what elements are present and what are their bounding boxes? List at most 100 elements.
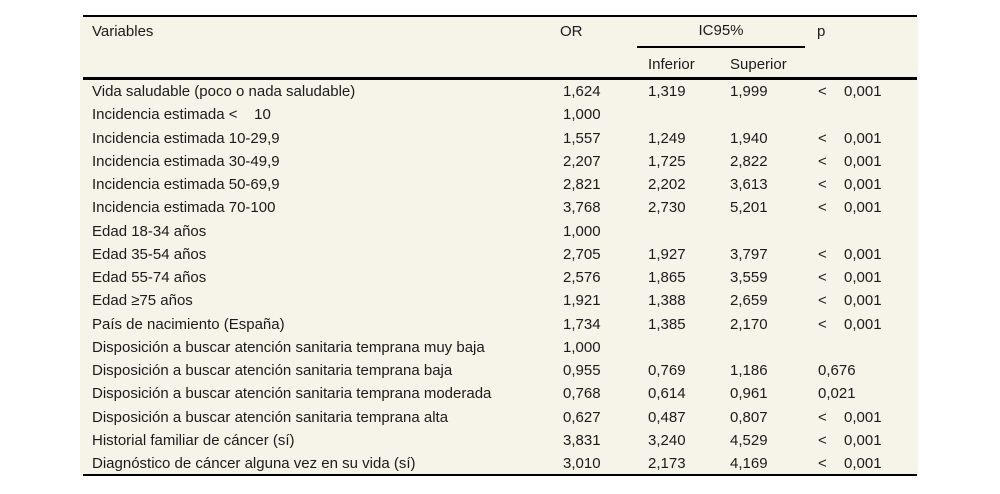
col-header-p: p	[817, 23, 826, 40]
bottom-rule	[83, 474, 917, 476]
p-less-than-sign: <	[818, 431, 827, 449]
p-value: 0,001	[844, 152, 882, 170]
p-value: 0,001	[844, 408, 882, 426]
ci-inferior-value: 3,240	[648, 431, 686, 449]
top-rule	[83, 15, 917, 17]
table-row: Incidencia estimada 10-29,9 1,557 1,249 …	[0, 127, 1000, 150]
p-value: 0,676	[818, 362, 856, 379]
p-cell: <0,001	[818, 127, 882, 150]
col-header-inferior: Inferior	[648, 56, 695, 73]
or-value: 0,768	[563, 385, 601, 403]
variable-label: Diagnóstico de cáncer alguna vez en su v…	[92, 455, 416, 472]
p-value: 0,001	[844, 245, 882, 263]
table-row: Diagnóstico de cáncer alguna vez en su v…	[0, 452, 1000, 475]
variable-label: Edad 55-74 años	[92, 269, 207, 286]
p-less-than-sign: <	[818, 315, 827, 333]
p-cell: <0,001	[818, 150, 882, 173]
or-value: 1,000	[563, 222, 601, 240]
col-header-superior: Superior	[730, 56, 787, 73]
table-row: Incidencia estimada 30-49,9 2,207 1,725 …	[0, 150, 1000, 173]
ci-inferior-value: 0,769	[648, 362, 686, 379]
ci-superior-value: 3,559	[730, 269, 768, 286]
ci-inferior-value: 1,249	[648, 129, 686, 147]
p-cell: <0,001	[818, 243, 882, 266]
col-header-or: OR	[560, 23, 583, 40]
or-value: 2,207	[563, 152, 601, 170]
p-cell: 0,676	[818, 359, 856, 382]
table-row: País de nacimiento (España) 1,734 1,385 …	[0, 313, 1000, 336]
p-cell: <0,001	[818, 289, 882, 312]
p-value: 0,001	[844, 199, 882, 217]
header-separator-rule	[83, 77, 917, 80]
variable-label: Incidencia estimada 30-49,9	[92, 152, 280, 170]
ci-inferior-value: 2,173	[648, 455, 686, 472]
p-value: 0,001	[844, 176, 882, 193]
ci-inferior-value: 0,487	[648, 408, 686, 426]
p-value: 0,001	[844, 455, 882, 472]
ci-superior-value: 2,822	[730, 152, 768, 170]
variable-label: Incidencia estimada 70-100	[92, 199, 276, 217]
variable-label: Incidencia estimada 50-69,9	[92, 176, 280, 193]
p-value: 0,001	[844, 269, 882, 286]
or-value: 1,624	[563, 83, 601, 100]
p-less-than-sign: <	[818, 129, 827, 147]
ci-inferior-value: 1,927	[648, 245, 686, 263]
or-value: 3,768	[563, 199, 601, 217]
ci-inferior-value: 1,388	[648, 292, 686, 310]
p-less-than-sign: <	[818, 408, 827, 426]
ci-superior-value: 5,201	[730, 199, 768, 217]
ci-superior-value: 4,169	[730, 455, 768, 472]
or-value: 1,000	[563, 106, 601, 124]
table-background-panel	[80, 16, 918, 476]
col-header-ic95: IC95%	[698, 22, 744, 39]
p-value: 0,001	[844, 83, 882, 100]
variable-label: Historial familiar de cáncer (sí)	[92, 431, 295, 449]
ci-superior-value: 3,613	[730, 176, 768, 193]
table-row: Edad 18-34 años 1,000	[0, 220, 1000, 243]
or-value: 3,010	[563, 455, 601, 472]
p-less-than-sign: <	[818, 199, 827, 217]
ci-inferior-value: 1,865	[648, 269, 686, 286]
p-value: 0,021	[818, 385, 856, 403]
or-value: 3,831	[563, 431, 601, 449]
p-less-than-sign: <	[818, 83, 827, 100]
or-value: 1,557	[563, 129, 601, 147]
table-row: Vida saludable (poco o nada saludable) 1…	[0, 80, 1000, 103]
or-value: 1,000	[563, 338, 601, 356]
ci-superior-value: 0,807	[730, 408, 768, 426]
p-cell: <0,001	[818, 80, 882, 103]
variable-label: Edad 35-54 años	[92, 245, 207, 263]
ci-superior-value: 2,170	[730, 315, 768, 333]
variable-label: Disposición a buscar atención sanitaria …	[92, 408, 449, 426]
p-cell: <0,001	[818, 313, 882, 336]
or-value: 2,576	[563, 269, 601, 286]
table-header: Variables OR IC95% p Inferior Superior	[0, 0, 1000, 78]
p-value: 0,001	[844, 431, 882, 449]
ci-inferior-value: 1,319	[648, 83, 686, 100]
table-row: Edad 55-74 años 2,576 1,865 3,559 <0,001	[0, 266, 1000, 289]
p-cell: <0,001	[818, 196, 882, 219]
table-row: Disposición a buscar atención sanitaria …	[0, 406, 1000, 429]
ci-inferior-value: 0,614	[648, 385, 686, 403]
variable-label: Disposición a buscar atención sanitaria …	[92, 385, 492, 403]
p-value: 0,001	[844, 129, 882, 147]
ci-superior-value: 0,961	[730, 385, 768, 403]
or-value: 0,955	[563, 362, 601, 379]
variable-label: Disposición a buscar atención sanitaria …	[92, 362, 453, 379]
variable-label: Incidencia estimada < 10	[92, 106, 271, 124]
variable-label: Edad 18-34 años	[92, 222, 207, 240]
table-body: Vida saludable (poco o nada saludable) 1…	[0, 80, 1000, 475]
p-less-than-sign: <	[818, 176, 827, 193]
ci-superior-value: 1,940	[730, 129, 768, 147]
table-row: Disposición a buscar atención sanitaria …	[0, 382, 1000, 405]
variable-label: Edad ≥75 años	[92, 292, 193, 310]
or-value: 0,627	[563, 408, 601, 426]
p-less-than-sign: <	[818, 455, 827, 472]
variable-label: País de nacimiento (España)	[92, 315, 285, 333]
p-cell: <0,001	[818, 429, 882, 452]
table-row: Edad 35-54 años 2,705 1,927 3,797 <0,001	[0, 243, 1000, 266]
p-value: 0,001	[844, 315, 882, 333]
table-row: Incidencia estimada 70-100 3,768 2,730 5…	[0, 196, 1000, 219]
variable-label: Incidencia estimada 10-29,9	[92, 129, 280, 147]
